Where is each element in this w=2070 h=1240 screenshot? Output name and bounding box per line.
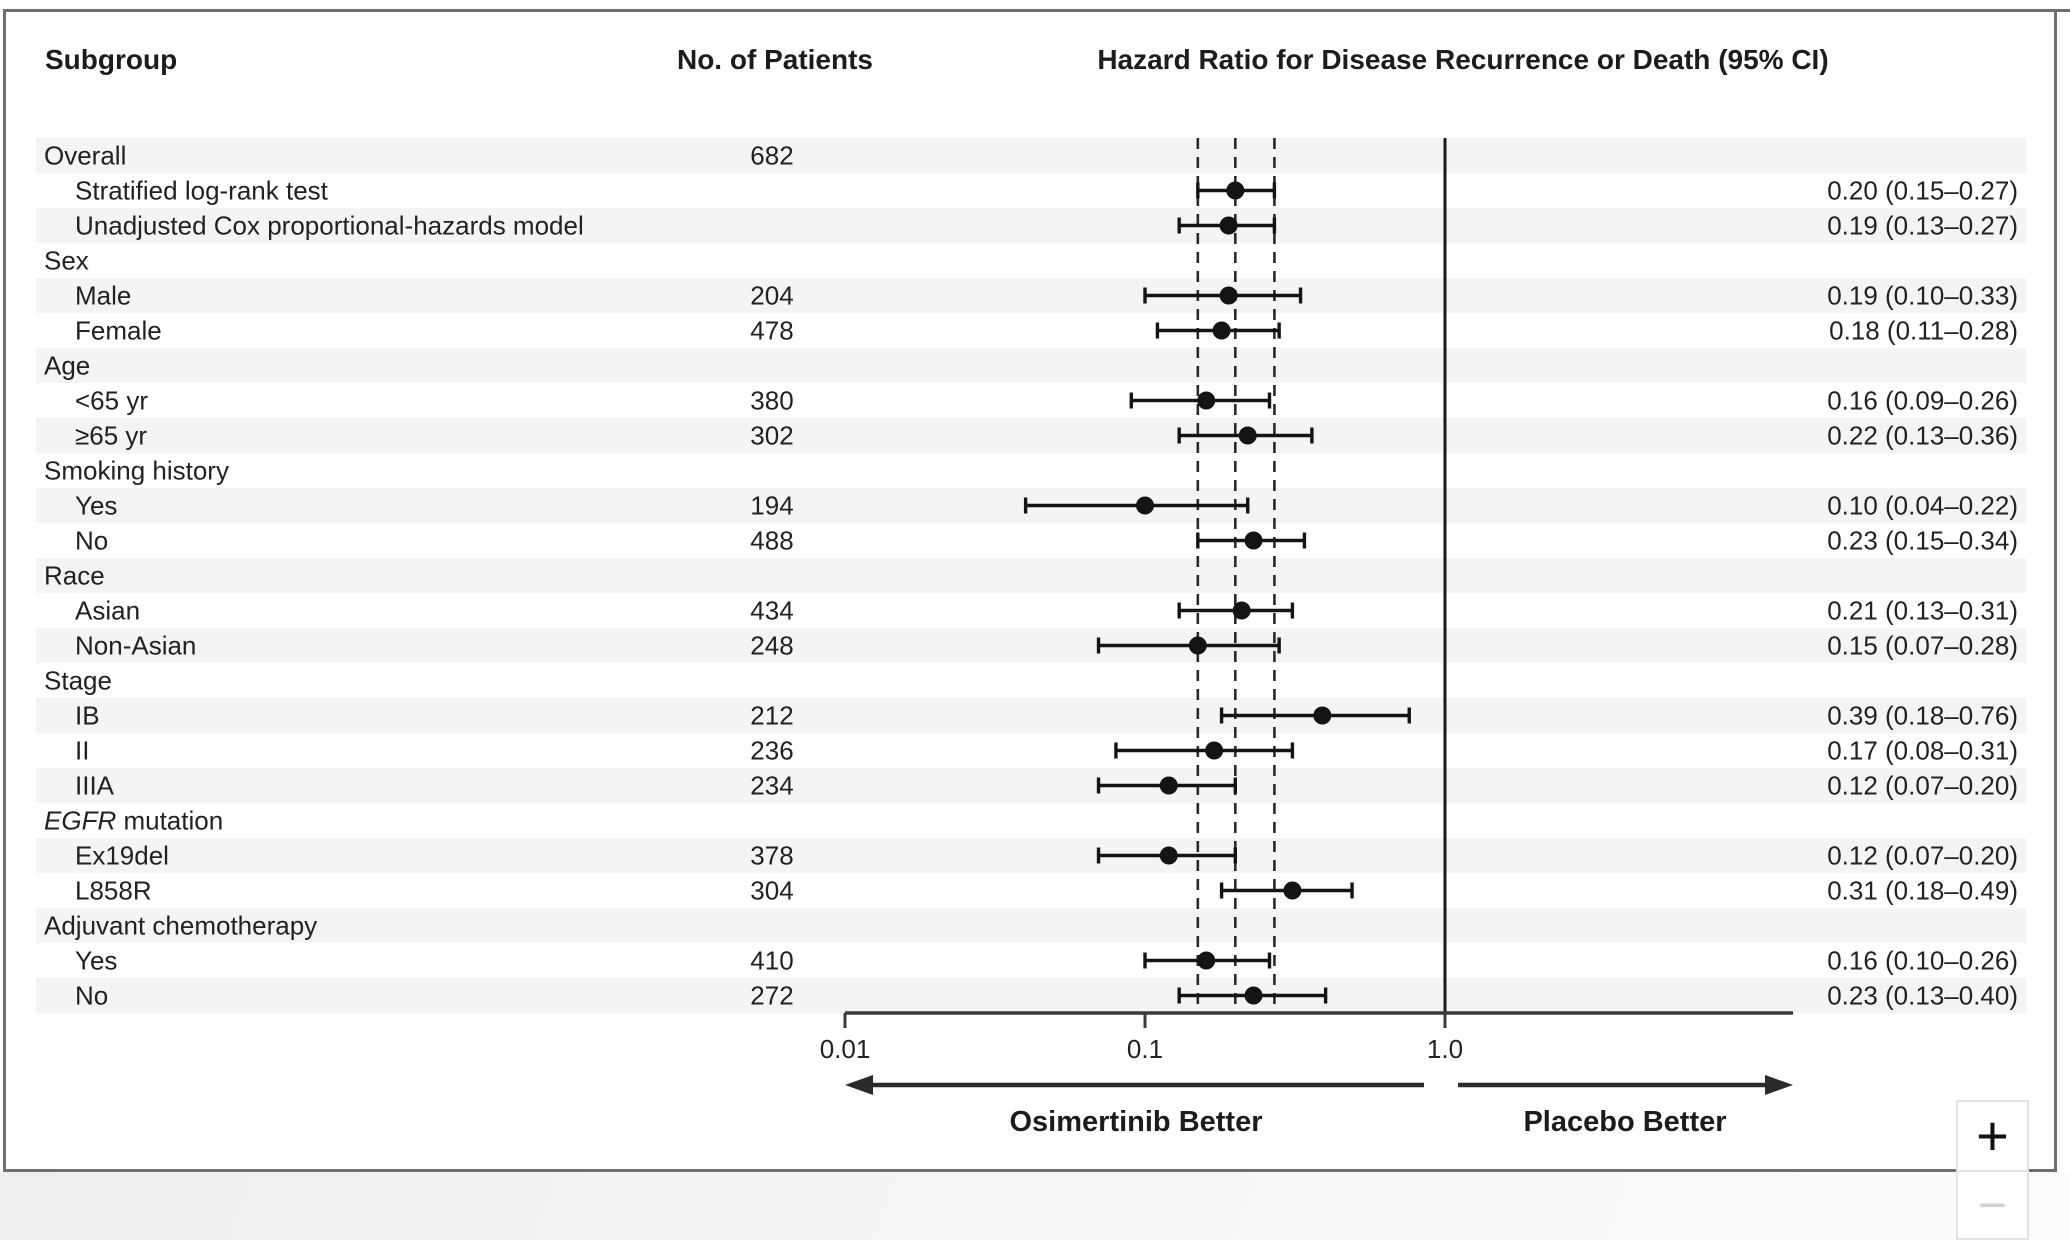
patients-count: 378 <box>750 840 794 870</box>
zoom-out-button[interactable]: − <box>1956 1170 2029 1240</box>
subgroup-label: Yes <box>75 945 118 975</box>
table-row: ≥65 yr 302 0.22 (0.13–0.36) <box>36 418 2026 453</box>
table-row: Stage <box>36 663 2026 698</box>
subgroup-label: Female <box>75 315 162 345</box>
subgroup-label: Stratified log-rank test <box>75 175 328 205</box>
patients-count: 302 <box>750 420 794 450</box>
hazard-ratio-value: 0.16 (0.10–0.26) <box>1827 945 2018 975</box>
table-row: Stratified log-rank test 0.20 (0.15–0.27) <box>36 173 2026 208</box>
placebo-better-label: Placebo Better <box>1523 1106 1727 1138</box>
table-row: Male 204 0.19 (0.10–0.33) <box>36 278 2026 313</box>
patients-count: 194 <box>750 490 794 520</box>
table-row: Smoking history <box>36 453 2026 488</box>
patients-count: 236 <box>750 735 794 765</box>
patients-count: 478 <box>750 315 794 345</box>
hazard-ratio-value: 0.23 (0.15–0.34) <box>1827 525 2018 555</box>
subgroup-label: IIIA <box>75 770 115 800</box>
zoom-controls: + − <box>1956 1100 2029 1240</box>
subgroup-label: Smoking history <box>44 455 229 485</box>
hazard-ratio-value: 0.23 (0.13–0.40) <box>1827 980 2018 1010</box>
table-row: Non-Asian 248 0.15 (0.07–0.28) <box>36 628 2026 663</box>
table-row: Ex19del 378 0.12 (0.07–0.20) <box>36 838 2026 873</box>
subgroup-label: Male <box>75 280 132 310</box>
patients-count: 682 <box>750 140 794 170</box>
table-row: Race <box>36 558 2026 593</box>
hazard-ratio-value: 0.19 (0.13–0.27) <box>1827 210 2018 240</box>
hazard-ratio-value: 0.22 (0.13–0.36) <box>1827 420 2018 450</box>
subgroup-label: Non-Asian <box>75 630 197 660</box>
subgroup-table: Overall 682 Stratified log-rank test 0.20 (… <box>36 138 2026 1013</box>
table-row: Yes 194 0.10 (0.04–0.22) <box>36 488 2026 523</box>
patients-count: 410 <box>750 945 794 975</box>
subgroup-column-header: Subgroup <box>45 44 178 75</box>
figure-top-border-extension <box>2055 9 2070 12</box>
hazard-ratio-value: 0.12 (0.07–0.20) <box>1827 840 2018 870</box>
plus-icon: + <box>1976 1104 2009 1167</box>
table-row: <65 yr 380 0.16 (0.09–0.26) <box>36 383 2026 418</box>
table-row: Asian 434 0.21 (0.13–0.31) <box>36 593 2026 628</box>
page-area-below-figure <box>0 1172 2070 1240</box>
subgroup-label: Adjuvant chemotherapy <box>44 910 318 940</box>
hazard-ratio-value: 0.10 (0.04–0.22) <box>1827 490 2018 520</box>
patients-count: 212 <box>750 700 794 730</box>
subgroup-label: II <box>75 735 90 765</box>
hazard-ratio-value: 0.16 (0.09–0.26) <box>1827 385 2018 415</box>
osimertinib-better-label: Osimertinib Better <box>1009 1106 1263 1138</box>
subgroup-label: Unadjusted Cox proportional-hazards mode… <box>75 210 584 240</box>
hazard-ratio-value: 0.17 (0.08–0.31) <box>1827 735 2018 765</box>
patients-count: 248 <box>750 630 794 660</box>
hazard-ratio-value: 0.31 (0.18–0.49) <box>1827 875 2018 905</box>
subgroup-label: Asian <box>75 595 141 625</box>
table-row: Unadjusted Cox proportional-hazards mode… <box>36 208 2026 243</box>
subgroup-label: L858R <box>75 875 152 905</box>
subgroup-label: Ex19del <box>75 840 169 870</box>
table-row: No 488 0.23 (0.15–0.34) <box>36 523 2026 558</box>
table-row: EGFR mutation <box>36 803 2026 838</box>
patients-column-header: No. of Patients <box>676 44 873 75</box>
hazard-ratio-value: 0.20 (0.15–0.27) <box>1827 175 2018 205</box>
hazard-ratio-value: 0.19 (0.10–0.33) <box>1827 280 2018 310</box>
table-row: Sex <box>36 243 2026 278</box>
subgroup-label: <65 yr <box>75 385 148 415</box>
patients-count: 272 <box>750 980 794 1010</box>
table-row: IB 212 0.39 (0.18–0.76) <box>36 698 2026 733</box>
hazard-ratio-value: 0.12 (0.07–0.20) <box>1827 770 2018 800</box>
table-row: Age <box>36 348 2026 383</box>
subgroup-label: Overall <box>44 140 127 170</box>
hazard-ratio-value: 0.15 (0.07–0.28) <box>1827 630 2018 660</box>
table-row: Overall 682 <box>36 138 2026 173</box>
table-row: No 272 0.23 (0.13–0.40) <box>36 978 2026 1013</box>
zoom-in-button[interactable]: + <box>1956 1100 2029 1172</box>
table-row: II 236 0.17 (0.08–0.31) <box>36 733 2026 768</box>
hazard-ratio-value: 0.39 (0.18–0.76) <box>1827 700 2018 730</box>
subgroup-label: Race <box>44 560 105 590</box>
subgroup-label: No <box>75 525 109 555</box>
patients-count: 204 <box>750 280 794 310</box>
hazard-ratio-value: 0.18 (0.11–0.28) <box>1829 315 2018 345</box>
subgroup-label: Stage <box>44 665 112 695</box>
subgroup-label: EGFR mutation <box>44 805 224 835</box>
table-row: Female 478 0.18 (0.11–0.28) <box>36 313 2026 348</box>
subgroup-label: IB <box>75 700 100 730</box>
patients-count: 380 <box>750 385 794 415</box>
hazard-ratio-value: 0.21 (0.13–0.31) <box>1827 595 2018 625</box>
hazard-ratio-column-header: Hazard Ratio for Disease Recurrence or D… <box>1097 44 1829 75</box>
patients-count: 488 <box>750 525 794 555</box>
subgroup-label: ≥65 yr <box>75 420 148 450</box>
patients-count: 304 <box>750 875 794 905</box>
subgroup-label: No <box>75 980 109 1010</box>
table-row: L858R 304 0.31 (0.18–0.49) <box>36 873 2026 908</box>
subgroup-label: Age <box>44 350 91 380</box>
table-row: Adjuvant chemotherapy <box>36 908 2026 943</box>
patients-count: 434 <box>750 595 794 625</box>
table-row: Yes 410 0.16 (0.10–0.26) <box>36 943 2026 978</box>
minus-icon: − <box>1977 1177 2008 1233</box>
subgroup-label: Sex <box>44 245 89 275</box>
patients-count: 234 <box>750 770 794 800</box>
table-row: IIIA 234 0.12 (0.07–0.20) <box>36 768 2026 803</box>
subgroup-label: Yes <box>75 490 118 520</box>
